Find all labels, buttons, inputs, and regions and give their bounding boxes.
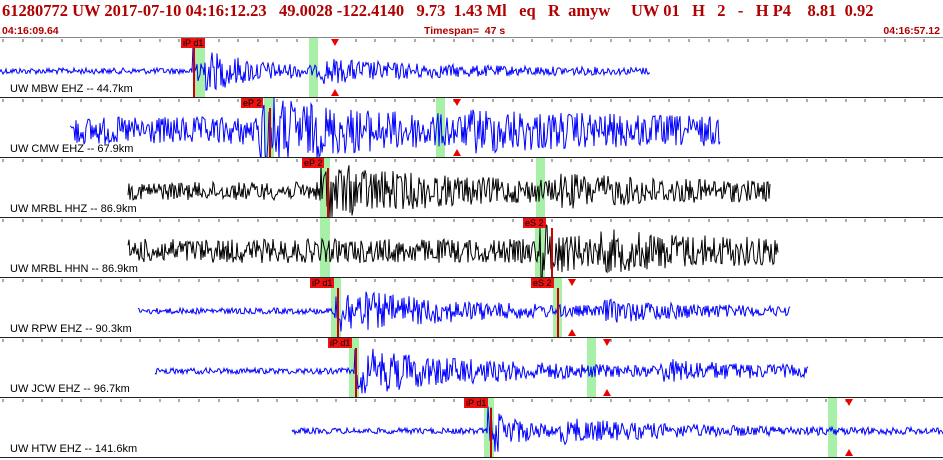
- header-divider: [0, 37, 943, 38]
- waveform-plot: [127, 218, 779, 278]
- seismogram-trace: [127, 164, 771, 218]
- seismogram-trace: [127, 223, 779, 278]
- panel-divider: [0, 277, 943, 278]
- arrival-marker-bottom: [331, 89, 339, 96]
- panel-divider: [0, 217, 943, 218]
- seismogram-trace: [0, 45, 651, 91]
- phase-pick-flag[interactable]: eP 2: [302, 158, 325, 168]
- phase-pick-line[interactable]: [269, 108, 271, 158]
- phase-window: [320, 158, 330, 218]
- waveform-plot: [69, 98, 721, 158]
- trace-panel[interactable]: iP d1 UW HTW EHZ -- 141.6km: [0, 398, 943, 458]
- phase-pick-flag[interactable]: iP d1: [181, 38, 206, 48]
- seismogram-trace: [154, 348, 809, 396]
- trace-panel[interactable]: eP 2 UW MRBL HHZ -- 86.9km: [0, 158, 943, 218]
- end-time: 04:16:57.12: [883, 25, 940, 37]
- phase-window: [536, 158, 545, 218]
- waveform-plot: [154, 338, 809, 398]
- station-label: UW MRBL HHN -- 86.9km: [10, 263, 138, 275]
- phase-window: [436, 98, 445, 158]
- phase-pick-line[interactable]: [193, 48, 195, 98]
- panel-divider: [0, 337, 943, 338]
- station-label: UW HTW EHZ -- 141.6km: [10, 443, 138, 455]
- panel-divider: [0, 457, 943, 458]
- phase-pick-line[interactable]: [557, 288, 559, 338]
- phase-pick-flag[interactable]: iP d1: [464, 398, 489, 408]
- station-label: UW CMW EHZ -- 67.9km: [10, 143, 134, 155]
- phase-window: [309, 38, 318, 98]
- arrival-marker-bottom: [603, 389, 611, 396]
- phase-pick-line[interactable]: [355, 348, 357, 398]
- trace-panel[interactable]: iP d1 eS 2 UW RPW EHZ -- 90.3km: [0, 278, 943, 338]
- timespan-label: Timespan= 47 s: [424, 25, 506, 37]
- trace-panel[interactable]: eP 2 UW CMW EHZ -- 67.9km: [0, 98, 943, 158]
- seismogram-trace: [291, 406, 943, 452]
- phase-window: [320, 218, 330, 278]
- waveform-plot: [291, 398, 943, 458]
- arrival-marker-top: [845, 399, 853, 406]
- panel-divider: [0, 97, 943, 98]
- phase-pick-flag[interactable]: eS 2: [531, 278, 554, 288]
- trace-panel[interactable]: iP d1 UW JCW EHZ -- 96.7km: [0, 338, 943, 398]
- station-label: UW MRBL HHZ -- 86.9km: [10, 203, 137, 215]
- station-label: UW MBW EHZ -- 44.7km: [10, 83, 133, 95]
- phase-pick-line[interactable]: [490, 408, 492, 458]
- seismogram-trace: [69, 98, 721, 158]
- start-time: 04:16:09.64: [2, 25, 59, 37]
- phase-pick-flag[interactable]: eS 2: [523, 218, 546, 228]
- phase-window: [331, 278, 341, 338]
- time-tick-grid: [2, 39, 925, 402]
- phase-pick-line[interactable]: [327, 168, 329, 218]
- waveform-panel-stack[interactable]: iP d1 UW MBW EHZ -- 44.7km eP 2 UW CMW EHZ …: [0, 38, 943, 460]
- arrival-marker-top: [453, 99, 461, 106]
- phase-window: [195, 38, 205, 98]
- waveform-plot: [0, 38, 651, 98]
- phase-pick-flag[interactable]: eP 2: [241, 98, 264, 108]
- phase-pick-line[interactable]: [551, 228, 553, 278]
- arrival-marker-top: [331, 39, 339, 46]
- waveform-plot: [127, 158, 771, 218]
- panel-divider: [0, 397, 943, 398]
- phase-pick-line[interactable]: [337, 288, 339, 338]
- arrival-marker-bottom: [568, 329, 576, 336]
- station-label: UW JCW EHZ -- 96.7km: [10, 383, 130, 395]
- phase-pick-flag[interactable]: iP d1: [310, 278, 335, 288]
- trace-panel[interactable]: iP d1 UW MBW EHZ -- 44.7km: [0, 38, 943, 98]
- seismogram-trace: [137, 291, 791, 332]
- waveform-plot: [137, 278, 791, 338]
- phase-pick-flag[interactable]: iP d1: [328, 338, 353, 348]
- arrival-marker-top: [568, 279, 576, 286]
- arrival-marker-bottom: [453, 149, 461, 156]
- trace-panel[interactable]: eS 2 UW MRBL HHN -- 86.9km: [0, 218, 943, 278]
- arrival-marker-bottom: [845, 449, 853, 456]
- event-header: 61280772 UW 2017-07-10 04:16:12.23 49.00…: [0, 0, 943, 38]
- event-summary: 61280772 UW 2017-07-10 04:16:12.23 49.00…: [2, 1, 874, 20]
- station-label: UW RPW EHZ -- 90.3km: [10, 323, 132, 335]
- arrival-marker-top: [603, 339, 611, 346]
- panel-divider: [0, 157, 943, 158]
